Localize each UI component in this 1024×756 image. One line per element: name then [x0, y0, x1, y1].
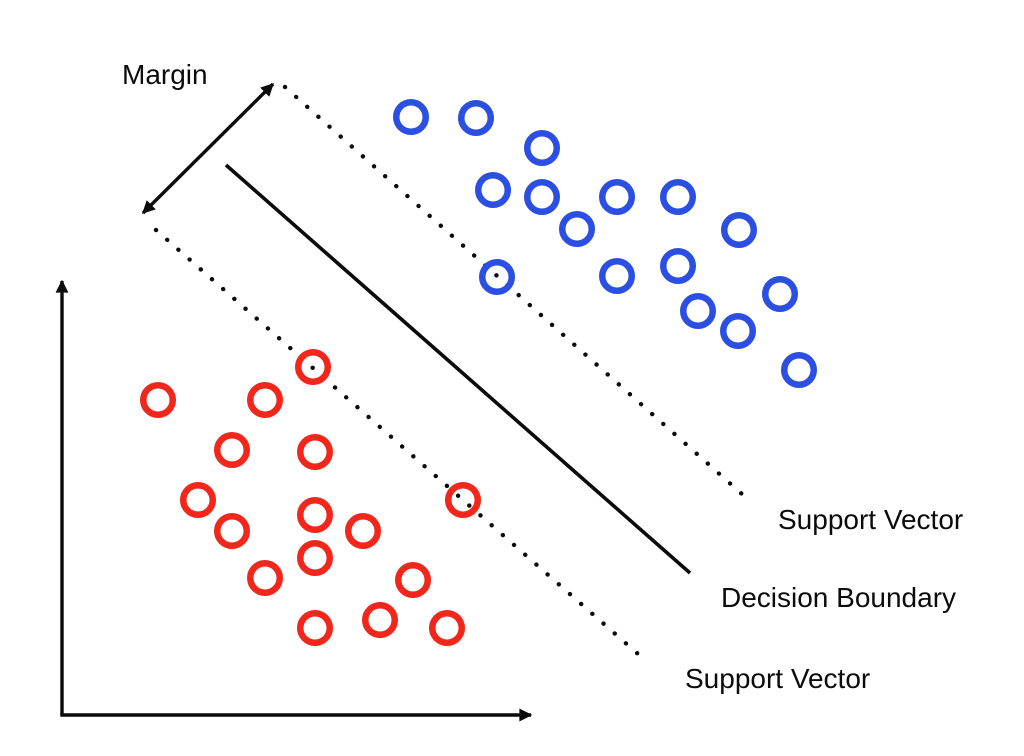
- red-class-points: [140, 349, 481, 646]
- decision-boundary-line: [224, 163, 692, 575]
- support-vector-point-red: [445, 482, 481, 518]
- support-vector-point-blue: [479, 259, 515, 295]
- data-point-red: [140, 382, 176, 418]
- margin-label: Margin: [122, 59, 208, 90]
- support-vector-lines: [153, 84, 755, 664]
- data-point-red: [362, 602, 398, 638]
- data-point-blue: [458, 100, 494, 136]
- axes: [55, 279, 533, 722]
- support-vector-line-upper: [282, 84, 755, 506]
- data-point-blue: [680, 293, 716, 329]
- data-point-blue: [559, 211, 595, 247]
- data-point-red: [247, 560, 283, 596]
- data-point-red: [214, 432, 250, 468]
- data-point-blue: [660, 248, 696, 284]
- data-point-red: [297, 497, 333, 533]
- data-point-red: [297, 434, 333, 470]
- data-point-red: [247, 382, 283, 418]
- blue-class-points: [393, 99, 817, 388]
- data-point-red: [214, 513, 250, 549]
- data-point-blue: [475, 172, 511, 208]
- decision-boundary-label: Decision Boundary: [721, 582, 956, 613]
- data-point-blue: [393, 99, 429, 135]
- support-vector-line-lower: [153, 227, 649, 664]
- data-point-blue: [660, 179, 696, 215]
- data-point-blue: [762, 276, 798, 312]
- data-point-red: [429, 610, 465, 646]
- data-point-blue: [720, 313, 756, 349]
- margin-arrow: [141, 82, 275, 215]
- support-vector-point-red: [295, 349, 331, 385]
- data-point-red: [297, 540, 333, 576]
- data-point-blue: [721, 212, 757, 248]
- data-point-blue: [781, 352, 817, 388]
- data-point-red: [345, 513, 381, 549]
- decision-boundary-line-group: [224, 163, 692, 575]
- data-point-blue: [599, 179, 635, 215]
- data-point-red: [297, 610, 333, 646]
- data-point-red: [395, 562, 431, 598]
- support-vector-lower-label: Support Vector: [685, 663, 870, 694]
- support-vector-upper-label: Support Vector: [778, 504, 963, 535]
- data-point-blue: [524, 179, 560, 215]
- data-point-blue: [599, 258, 635, 294]
- data-point-blue: [524, 130, 560, 166]
- margin-double-arrow: [141, 82, 275, 215]
- data-point-red: [180, 482, 216, 518]
